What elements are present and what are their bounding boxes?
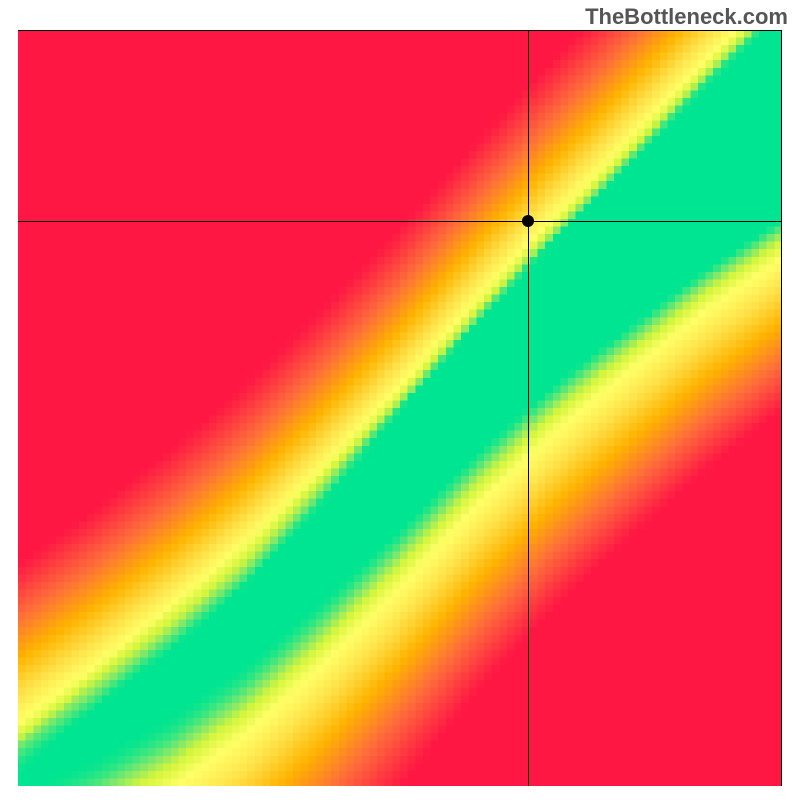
crosshair-vertical <box>528 30 529 786</box>
watermark: TheBottleneck.com <box>585 4 788 30</box>
bottleneck-heatmap <box>18 30 782 786</box>
heatmap-canvas <box>18 30 782 786</box>
crosshair-marker <box>522 215 534 227</box>
crosshair-horizontal <box>18 221 782 222</box>
